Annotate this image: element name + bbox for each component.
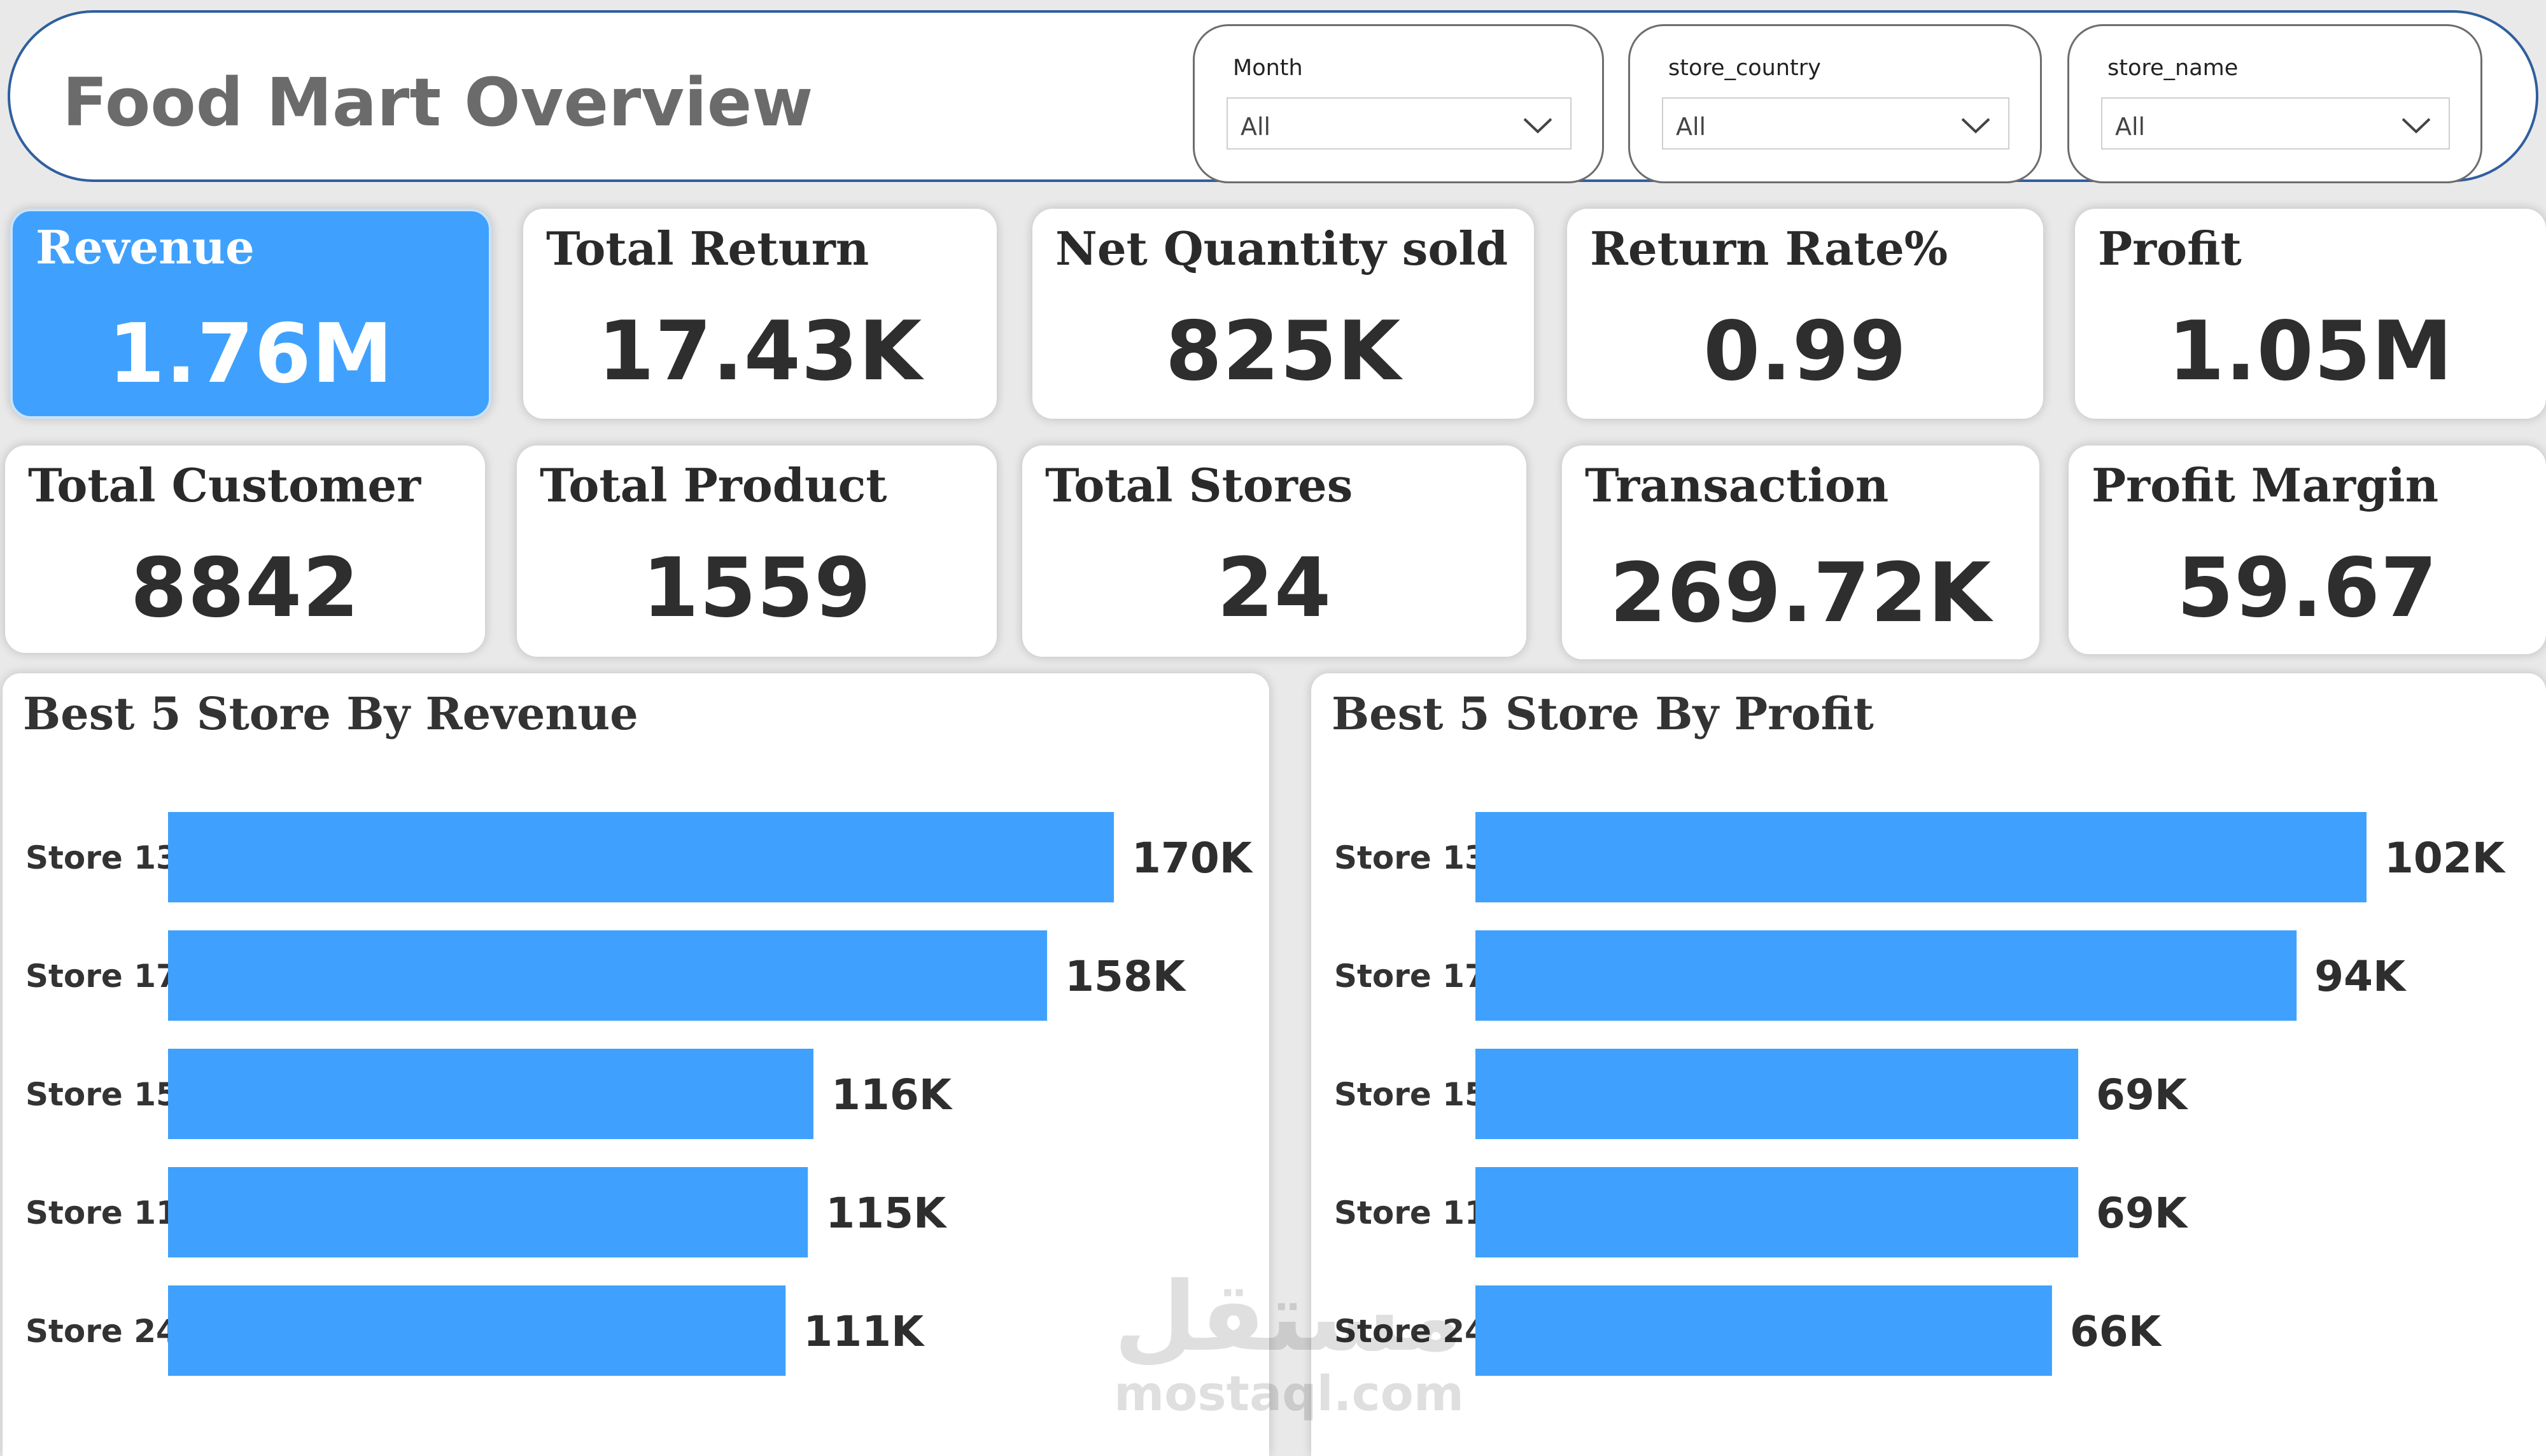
kpi-value: 17.43K (597, 304, 923, 399)
kpi-title: Total Return (546, 221, 869, 276)
month-slicer: Month All (1193, 24, 1604, 183)
category-label: Store 11 (25, 1194, 178, 1231)
kpi-card-revenue[interactable]: Revenue 1.76M (10, 209, 491, 419)
kpi-card-total-customer[interactable]: Total Customer 8842 (5, 445, 485, 653)
category-label: Store 17 (25, 958, 178, 995)
category-label: Store 11 (1334, 1194, 1487, 1231)
kpi-title: Transaction (1585, 458, 1889, 512)
kpi-value: 0.99 (1703, 304, 1907, 399)
bar[interactable] (168, 930, 1048, 1021)
data-label: 102K (2384, 834, 2507, 883)
chart-title: Best 5 Store By Profit (1332, 687, 1874, 740)
chevron-down-icon (1961, 118, 1990, 134)
kpi-title: Profit (2098, 221, 2242, 276)
kpi-card-transaction[interactable]: Transaction 269.72K (1562, 445, 2039, 659)
store-name-slicer-label: store_name (2107, 55, 2239, 81)
kpi-value: 24 (1216, 541, 1332, 636)
bar[interactable] (168, 1285, 786, 1376)
data-label: 116K (831, 1070, 953, 1119)
kpi-title: Total Customer (28, 458, 421, 512)
data-label: 66K (2070, 1307, 2163, 1356)
kpi-value: 1.05M (2167, 304, 2454, 399)
month-slicer-label: Month (1233, 55, 1303, 81)
store-name-slicer: store_name All (2067, 24, 2482, 183)
profit-chart-panel: Best 5 Store By Profit Store 13 102K Store… (1311, 673, 2546, 1456)
page-title: Food Mart Overview (62, 64, 813, 141)
kpi-title: Revenue (36, 220, 255, 274)
kpi-value: 825K (1165, 304, 1402, 399)
category-label: Store 24 (25, 1313, 178, 1350)
kpi-card-profit[interactable]: Profit 1.05M (2075, 209, 2546, 419)
kpi-value: 1559 (642, 541, 872, 636)
kpi-card-total-return[interactable]: Total Return 17.43K (523, 209, 997, 419)
kpi-value: 8842 (130, 541, 360, 636)
data-label: 158K (1065, 952, 1187, 1001)
category-label: Store 15 (1334, 1076, 1487, 1113)
revenue-bar-chart: Store 13 170K Store 17 158K Store 15 116K Stor… (25, 812, 1254, 1376)
category-label: Store 24 (1334, 1313, 1487, 1350)
store-name-dropdown[interactable]: All (2101, 97, 2450, 150)
month-dropdown-value: All (1241, 113, 1271, 141)
revenue-chart-panel: Best 5 Store By Revenue Store 13 170K Stor… (3, 673, 1269, 1456)
kpi-title: Total Product (540, 458, 887, 512)
watermark-arabic: مستقل (1114, 1262, 1463, 1373)
bar[interactable] (168, 812, 1114, 902)
kpi-title: Net Quantity sold (1055, 221, 1509, 276)
kpi-card-total-stores[interactable]: Total Stores 24 (1022, 445, 1526, 657)
profit-bar-chart: Store 13 102K Store 17 94K Store 15 69K Store … (1334, 812, 2507, 1376)
kpi-value: 269.72K (1609, 546, 1992, 641)
data-label: 115K (826, 1189, 948, 1238)
store-name-dropdown-value: All (2115, 113, 2146, 141)
bar[interactable] (1475, 1049, 2079, 1139)
category-label: Store 15 (25, 1076, 178, 1113)
store-country-slicer: store_country All (1628, 24, 2042, 183)
watermark-logo: مستقل mostaql.com (1114, 1262, 1465, 1425)
bar[interactable] (168, 1049, 813, 1139)
store-country-dropdown-value: All (1676, 113, 1706, 141)
chevron-down-icon (1523, 118, 1552, 134)
category-label: Store 13 (25, 839, 178, 876)
store-country-slicer-label: store_country (1668, 55, 1821, 81)
kpi-card-profit-margin[interactable]: Profit Margin 59.67 (2069, 445, 2546, 654)
data-label: 170K (1132, 834, 1254, 883)
bar[interactable] (1475, 812, 2367, 902)
watermark-latin: mostaql.com (1114, 1365, 1465, 1422)
category-label: Store 17 (1334, 958, 1487, 995)
dashboard-header: Food Mart Overview Month All store_count… (8, 10, 2538, 183)
bar[interactable] (1475, 1167, 2079, 1257)
data-label: 94K (2314, 952, 2407, 1001)
store-country-dropdown[interactable]: All (1662, 97, 2009, 150)
kpi-card-total-product[interactable]: Total Product 1559 (517, 445, 997, 657)
data-label: 69K (2096, 1189, 2189, 1238)
kpi-card-net-quantity-sold[interactable]: Net Quantity sold 825K (1032, 209, 1534, 419)
bar[interactable] (1475, 1285, 2052, 1376)
kpi-value: 59.67 (2177, 541, 2438, 636)
kpi-value: 1.76M (108, 307, 394, 402)
data-label: 69K (2096, 1070, 2189, 1119)
chevron-down-icon (2402, 118, 2431, 134)
bar[interactable] (1475, 930, 2297, 1021)
kpi-title: Total Stores (1045, 458, 1353, 512)
chart-title: Best 5 Store By Revenue (23, 687, 638, 740)
kpi-title: Profit Margin (2092, 458, 2439, 512)
month-dropdown[interactable]: All (1227, 97, 1572, 150)
data-label: 111K (803, 1307, 925, 1356)
bar[interactable] (168, 1167, 808, 1257)
category-label: Store 13 (1334, 839, 1487, 876)
kpi-card-return-rate[interactable]: Return Rate% 0.99 (1567, 209, 2043, 419)
kpi-title: Return Rate% (1590, 221, 1948, 276)
